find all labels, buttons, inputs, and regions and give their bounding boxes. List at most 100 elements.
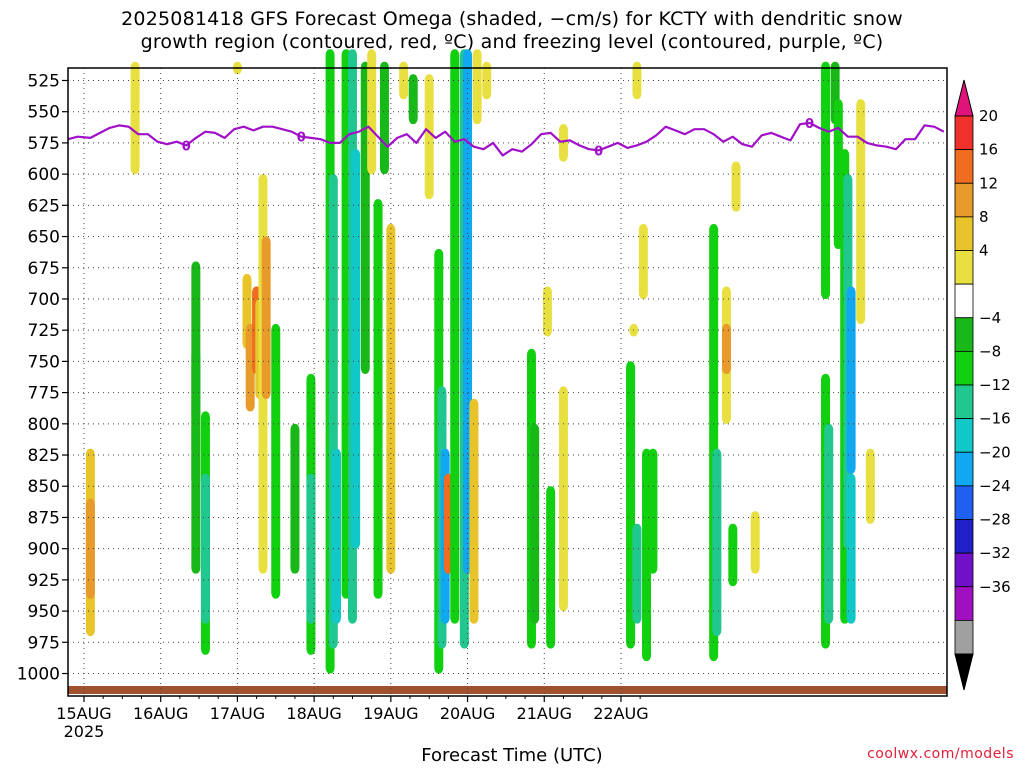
omega-cell-47 xyxy=(558,386,568,612)
omega-cell-49 xyxy=(632,523,642,624)
colorbar-box-9 xyxy=(954,418,974,453)
omega-cell-6 xyxy=(200,473,210,624)
omega-cell-27 xyxy=(379,61,389,175)
y-tick-label-925: 925 xyxy=(28,571,60,591)
credit-link[interactable]: coolwx.com/models xyxy=(867,746,1014,762)
omega-cell-13 xyxy=(261,236,271,399)
colorbar-label-1: 16 xyxy=(979,141,998,159)
y-tick-label-675: 675 xyxy=(28,259,60,279)
omega-cell-15 xyxy=(290,423,300,574)
colorbar-box-14 xyxy=(954,586,974,621)
freezing-level-label-2: 0 xyxy=(594,144,603,159)
y-tick-label-750: 750 xyxy=(28,352,60,372)
colorbar-box-7 xyxy=(954,350,974,386)
x-tick-label-6: 21AUG xyxy=(517,704,572,723)
omega-cell-20 xyxy=(331,448,341,624)
colorbar-box-6 xyxy=(954,317,974,352)
y-tick-label-525: 525 xyxy=(28,71,60,91)
omega-cell-54 xyxy=(648,448,658,574)
colorbar-label-5: −4 xyxy=(979,309,1001,327)
omega-cell-69 xyxy=(846,286,856,474)
ground-band xyxy=(68,686,947,694)
omega-cell-64 xyxy=(824,423,834,624)
freezing-level-label-0: 0 xyxy=(182,139,191,154)
y-tick-label-725: 725 xyxy=(28,321,60,341)
y-tick-label-1000: 1000 xyxy=(17,665,60,685)
omega-cell-1 xyxy=(85,498,95,599)
colorbar-box-11 xyxy=(954,485,974,520)
y-tick-label-550: 550 xyxy=(28,103,60,123)
y-tick-label-875: 875 xyxy=(28,508,60,528)
omega-cell-59 xyxy=(728,523,738,587)
omega-cell-61 xyxy=(750,511,760,574)
omega-cell-31 xyxy=(424,74,434,200)
freezing-level-label-3: 0 xyxy=(805,117,814,132)
colorbar-top-triangle xyxy=(954,79,974,117)
omega-cell-71 xyxy=(856,99,866,324)
colorbar-label-12: −32 xyxy=(979,544,1011,562)
omega-cell-4 xyxy=(191,348,201,574)
colorbar-box-12 xyxy=(954,519,974,554)
y-tick-label-975: 975 xyxy=(28,633,60,653)
y-tick-label-650: 650 xyxy=(28,228,60,248)
colorbar-label-13: −36 xyxy=(979,578,1011,596)
colorbar: 20 16 12 8 4 −4 −8 −12 −16 −20 −24 −28 −32 −36 xyxy=(954,79,1011,691)
omega-cell-60 xyxy=(731,161,741,212)
colorbar-label-6: −8 xyxy=(979,342,1001,360)
omega-cell-23 xyxy=(351,149,361,549)
colorbar-label-0: 20 xyxy=(979,107,998,125)
omega-cell-52 xyxy=(638,224,648,299)
omega-cell-58 xyxy=(721,323,731,374)
omega-cell-45 xyxy=(546,486,556,649)
omega-cell-30 xyxy=(408,74,418,125)
y-tick-label-850: 850 xyxy=(28,477,60,497)
colorbar-box-0 xyxy=(954,115,974,151)
omega-cell-17 xyxy=(306,473,316,624)
colorbar-label-2: 12 xyxy=(979,174,998,192)
omega-cell-56 xyxy=(712,448,722,637)
plot-border xyxy=(67,67,948,697)
colorbar-box-5 xyxy=(954,283,974,319)
colorbar-box-10 xyxy=(954,451,974,487)
y-tick-label-800: 800 xyxy=(28,415,60,435)
x-tick-label-2: 17AUG xyxy=(210,704,265,723)
y-tick-label-625: 625 xyxy=(28,196,60,216)
colorbar-box-3 xyxy=(954,216,974,251)
freezing-level-label-1: 0 xyxy=(297,131,306,146)
omega-cell-14 xyxy=(271,323,281,599)
chart-title-line-1: 2025081418 GFS Forecast Omega (shaded, −… xyxy=(121,8,903,30)
colorbar-box-4 xyxy=(954,250,974,285)
colorbar-box-2 xyxy=(954,182,974,218)
x-year-label: 2025 xyxy=(64,722,105,741)
colorbar-label-4: 4 xyxy=(979,242,989,260)
x-tick-label-7: 22AUG xyxy=(593,704,648,723)
omega-cell-41 xyxy=(482,61,492,100)
x-tick-label-0: 15AUG xyxy=(56,704,111,723)
x-tick-label-4: 19AUG xyxy=(363,704,418,723)
omega-cell-2 xyxy=(130,61,140,175)
y-tick-label-900: 900 xyxy=(28,540,60,560)
y-tick-label-825: 825 xyxy=(28,446,60,466)
colorbar-box-8 xyxy=(954,384,974,420)
x-axis-label: Forecast Time (UTC) xyxy=(421,745,603,766)
omega-cell-62 xyxy=(821,61,831,299)
omega-cell-36 xyxy=(450,49,460,624)
colorbar-bottom-triangle xyxy=(954,653,974,691)
colorbar-label-8: −16 xyxy=(979,410,1011,428)
colorbar-label-11: −28 xyxy=(979,511,1011,529)
omega-cell-40 xyxy=(469,398,479,624)
freezing-level-line xyxy=(67,121,945,157)
colorbar-label-7: −12 xyxy=(979,376,1011,394)
y-tick-label-775: 775 xyxy=(28,384,60,404)
omega-cell-43 xyxy=(530,423,540,624)
omega-cell-26 xyxy=(373,199,383,599)
grid-lines: 525 550 575 600 625 650 675 700 725 750 775 800 825 8… xyxy=(17,68,947,723)
y-tick-label-575: 575 xyxy=(28,134,60,154)
x-tick-label-3: 18AUG xyxy=(286,704,341,723)
omega-cell-70 xyxy=(846,473,856,624)
omega-cell-72 xyxy=(865,448,875,524)
x-tick-label-1: 16AUG xyxy=(133,704,188,723)
colorbar-box-1 xyxy=(954,149,974,184)
